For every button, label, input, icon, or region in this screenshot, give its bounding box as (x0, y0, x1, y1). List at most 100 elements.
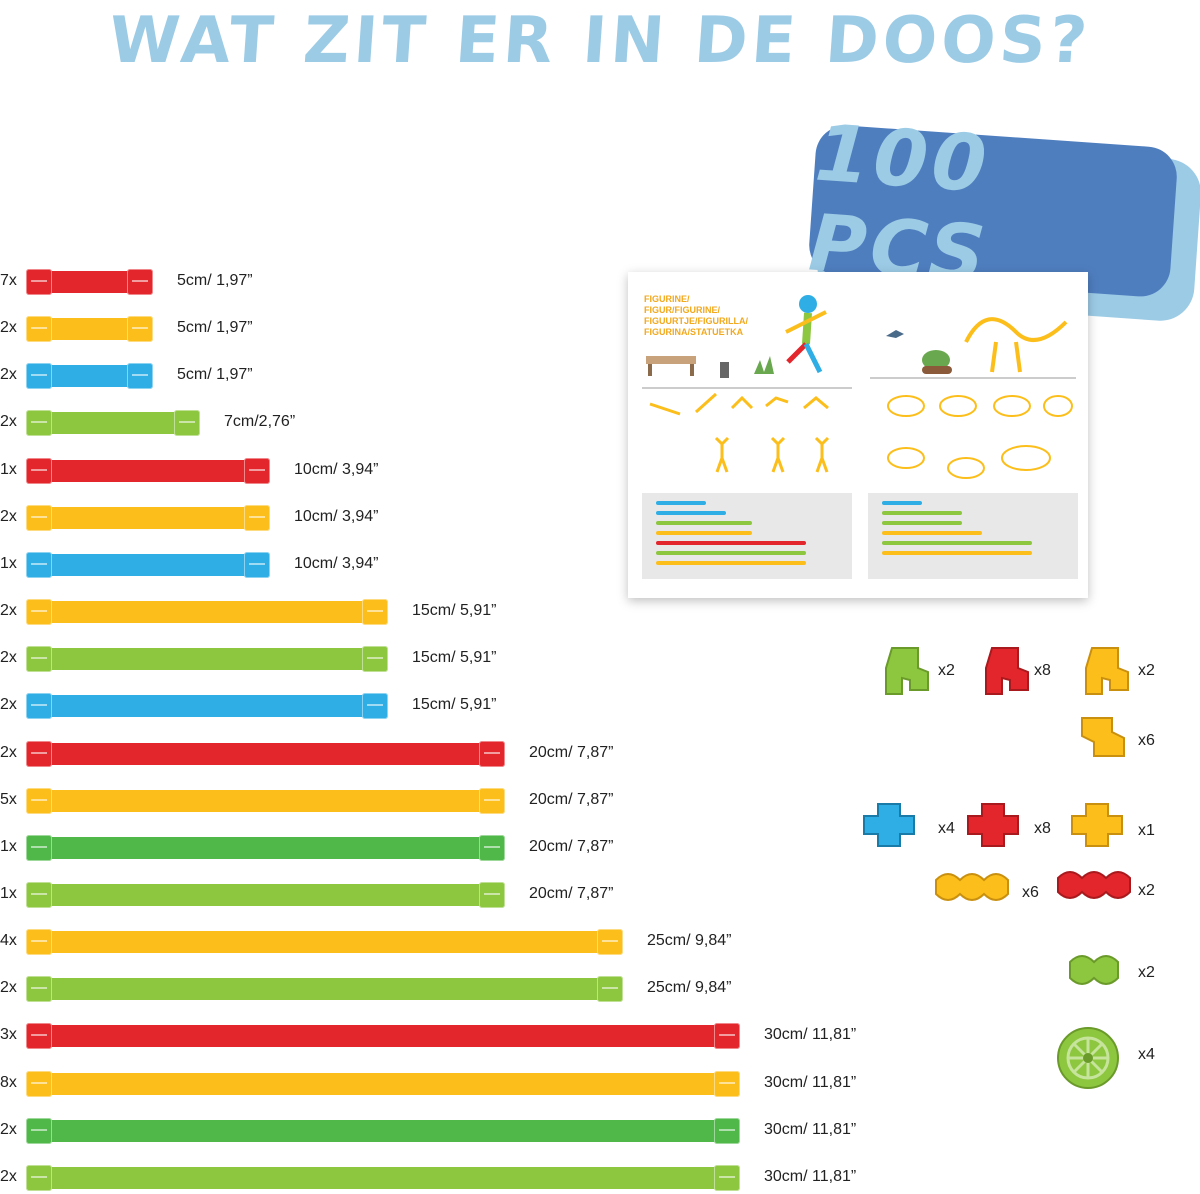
green-rod (26, 835, 505, 861)
rod-end-cap (479, 741, 505, 767)
rod-quantity: 2x (0, 1168, 17, 1185)
rod-length-label: 5cm/ 1,97” (177, 366, 253, 383)
rod-end-cap (362, 693, 388, 719)
rod-end-cap (244, 458, 270, 484)
manual-dinosaur-illustration (870, 317, 1076, 479)
connector-qty: x2 (1138, 882, 1155, 899)
rod-quantity: 1x (0, 885, 17, 902)
blue-rod (26, 363, 153, 389)
rod-quantity: 1x (0, 838, 17, 855)
rod-end-cap (26, 458, 52, 484)
blue-rod (26, 693, 388, 719)
green-elbow-connector-icon (885, 647, 929, 695)
connector-qty: x2 (1138, 662, 1155, 679)
rod-end-cap (127, 316, 153, 342)
rod-end-cap (26, 552, 52, 578)
rod-end-cap (26, 929, 52, 955)
yellow-triple-clip-connector-icon (935, 873, 1009, 901)
connector-qty: x8 (1034, 662, 1051, 679)
manual-heading: FIGURINE/ FIGUR/FIGURINE/ FIGUURTJE/FIGU… (644, 294, 748, 338)
rod-length-label: 30cm/ 11,81” (764, 1074, 857, 1091)
manual-page-figurine: FIGURINE/ FIGUR/FIGURINE/ FIGUURTJE/FIGU… (636, 282, 858, 587)
rod-length-label: 10cm/ 3,94” (294, 461, 379, 478)
rod-length-label: 30cm/ 11,81” (764, 1121, 857, 1138)
rod-quantity: 1x (0, 555, 17, 572)
rod-end-cap (714, 1118, 740, 1144)
rod-length-label: 15cm/ 5,91” (412, 602, 497, 619)
rod-quantity: 2x (0, 413, 17, 430)
rod-end-cap (362, 646, 388, 672)
red-rod (26, 269, 153, 295)
rod-end-cap (26, 316, 52, 342)
rod-end-cap (362, 599, 388, 625)
rod-length-label: 15cm/ 5,91” (412, 649, 497, 666)
rod-quantity: 3x (0, 1026, 17, 1043)
red-rod (26, 458, 270, 484)
lime-rod (26, 882, 505, 908)
lime-rod (26, 646, 388, 672)
connector-qty: x4 (1138, 1046, 1155, 1063)
connector-qty: x1 (1138, 822, 1155, 839)
rod-quantity: 7x (0, 272, 17, 289)
connector-qty: x2 (1138, 964, 1155, 981)
rod-length-label: 10cm/ 3,94” (294, 508, 379, 525)
yellow-rod (26, 599, 388, 625)
rod-length-label: 20cm/ 7,87” (529, 791, 614, 808)
rod-quantity: 2x (0, 979, 17, 996)
rod-end-cap (26, 505, 52, 531)
rod-length-label: 25cm/ 9,84” (647, 979, 732, 996)
manual-parts-panel (868, 493, 1078, 579)
rod-length-label: 30cm/ 11,81” (764, 1168, 857, 1185)
connector-qty: x6 (1138, 732, 1155, 749)
manual-parts-panel (642, 493, 852, 579)
manual-heading-line: FIGUR/FIGURINE/ (644, 305, 720, 315)
yellow-rod (26, 1071, 740, 1097)
rod-end-cap (26, 882, 52, 908)
rod-end-cap (127, 269, 153, 295)
rod-end-cap (479, 882, 505, 908)
rod-quantity: 2x (0, 696, 17, 713)
green-wheel-icon (1057, 1027, 1119, 1089)
rod-end-cap (26, 410, 52, 436)
connector-qty: x8 (1034, 820, 1051, 837)
yellow-rod (26, 929, 623, 955)
page-title: WAT ZIT ER IN DE DOOS? (106, 4, 1094, 78)
rod-quantity: 2x (0, 602, 17, 619)
yellow-rod (26, 788, 505, 814)
lime-rod (26, 410, 200, 436)
rod-end-cap (26, 363, 52, 389)
rod-length-label: 10cm/ 3,94” (294, 555, 379, 572)
rod-end-cap (479, 835, 505, 861)
rod-end-cap (26, 741, 52, 767)
rod-end-cap (597, 976, 623, 1002)
green-rod (26, 1118, 740, 1144)
rod-end-cap (26, 788, 52, 814)
manual-heading-line: FIGURINA/STATUETKA (644, 327, 744, 337)
rod-end-cap (714, 1165, 740, 1191)
rod-length-label: 25cm/ 9,84” (647, 932, 732, 949)
rod-end-cap (479, 788, 505, 814)
rod-end-cap (26, 1165, 52, 1191)
instruction-manual: FIGURINE/ FIGUR/FIGURINE/ FIGUURTJE/FIGU… (628, 272, 1088, 598)
rod-quantity: 2x (0, 366, 17, 383)
rod-quantity: 2x (0, 319, 17, 336)
connector-qty: x6 (1022, 884, 1039, 901)
rod-end-cap (244, 505, 270, 531)
rod-length-label: 20cm/ 7,87” (529, 744, 614, 761)
yellow-cross-connector-icon (1071, 803, 1123, 847)
yellow-rod (26, 505, 270, 531)
rod-quantity: 1x (0, 461, 17, 478)
manual-heading-line: FIGUURTJE/FIGURILLA/ (644, 316, 748, 326)
green-double-clip-connector-icon (1069, 955, 1119, 985)
rod-end-cap (26, 269, 52, 295)
yellow-elbow-connector-icon (1085, 647, 1129, 695)
rod-end-cap (26, 1023, 52, 1049)
rod-end-cap (26, 1118, 52, 1144)
rod-quantity: 2x (0, 508, 17, 525)
blue-cross-connector-icon (863, 803, 915, 847)
manual-figurine-illustration (642, 295, 852, 473)
blue-rod (26, 552, 270, 578)
rod-end-cap (714, 1071, 740, 1097)
rod-end-cap (714, 1023, 740, 1049)
rod-length-label: 30cm/ 11,81” (764, 1026, 857, 1043)
